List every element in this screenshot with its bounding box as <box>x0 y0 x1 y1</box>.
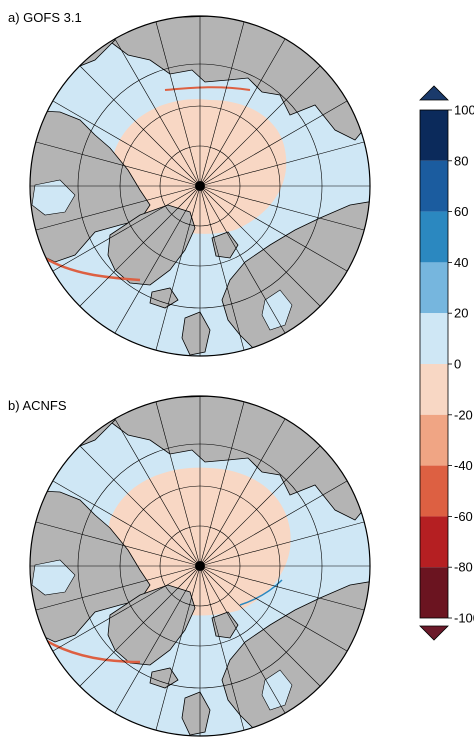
colorbar-bin-0 <box>420 110 448 161</box>
map-panel-a: a) GOFS 3.1 <box>8 10 371 357</box>
land-svalbard-a <box>211 231 239 259</box>
baltic-a <box>261 289 293 331</box>
colorbar-bin-1 <box>420 160 448 212</box>
pole-b <box>195 561 205 571</box>
strong-loss-edge-a2 <box>164 86 251 91</box>
colorbar-ticks: 100 80 60 40 20 0 -20 -40 -60 -80 -100 <box>448 103 474 626</box>
strong-loss-edge-a <box>39 253 141 282</box>
meridians-a <box>30 16 370 356</box>
meridians-b <box>30 396 370 736</box>
colorbar-bin-7 <box>420 465 448 517</box>
colorbar-tick-label: -40 <box>454 458 473 473</box>
panel-label-b: b) ACNFS <box>8 398 67 413</box>
colorbar-tick-label: 0 <box>454 357 461 372</box>
colorbar-bin-4 <box>420 313 448 364</box>
land-svalbard-b <box>211 611 239 639</box>
colorbar-bins <box>420 110 448 618</box>
map-border-a <box>29 15 371 357</box>
colorbar-tick-label: 100 <box>454 103 474 118</box>
panel-label-a: a) GOFS 3.1 <box>8 10 82 25</box>
pole-a <box>195 181 205 191</box>
colorbar-tick-label: 20 <box>454 306 468 321</box>
colorbar-bin-8 <box>420 516 448 568</box>
colorbar-extend-min <box>419 625 449 641</box>
colorbar-bin-6 <box>420 414 448 466</box>
colorbar-extend-max <box>419 85 449 101</box>
parallels-b <box>77 443 323 689</box>
map-panel-b: b) ACNFS <box>8 395 371 737</box>
colorbar-bin-2 <box>420 211 448 263</box>
positive-edge-b <box>239 579 283 606</box>
parallels-a <box>77 63 323 309</box>
land-greenland-b <box>107 584 196 666</box>
ice-anomaly-a <box>111 99 287 234</box>
colorbar-bin-3 <box>420 262 448 314</box>
colorbar: 100 80 60 40 20 0 -20 -40 -60 -80 -100 <box>419 85 474 641</box>
colorbar-bin-9 <box>420 567 448 618</box>
strong-loss-edge-b <box>44 638 141 664</box>
map-panel-a-content <box>30 16 370 356</box>
colorbar-tick-label: -60 <box>454 509 473 524</box>
baltic-b <box>261 669 293 711</box>
colorbar-tick-label: -100 <box>454 611 474 626</box>
map-border-b <box>29 395 371 737</box>
colorbar-tick-label: 80 <box>454 153 468 168</box>
map-panel-b-content <box>30 396 370 736</box>
colorbar-tick-label: 60 <box>454 204 468 219</box>
colorbar-tick-label: -20 <box>454 407 473 422</box>
colorbar-tick-label: 40 <box>454 255 468 270</box>
hudson-bay-a <box>31 179 76 216</box>
hudson-bay-b <box>31 559 76 596</box>
colorbar-tick-label: -80 <box>454 560 473 575</box>
land-greenland-a <box>107 204 196 286</box>
colorbar-bin-5 <box>420 364 448 415</box>
